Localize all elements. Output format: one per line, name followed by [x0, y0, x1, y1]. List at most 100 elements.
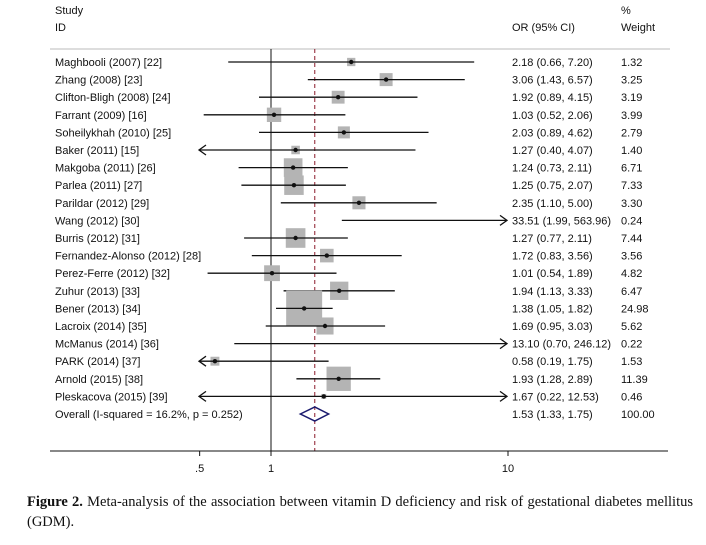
point-estimate — [269, 271, 275, 276]
study-label: Clifton-Bligh (2008) [24] — [55, 92, 171, 104]
arrow-right-icon — [499, 390, 509, 402]
or-ci-value: 33.51 (1.99, 563.96) — [512, 215, 611, 227]
study-row: PARK (2014) [37] 0.58 (0.19, 1.75) 1.53 — [55, 355, 642, 368]
study-label: Fernandez-Alonso (2012) [28] — [55, 251, 201, 263]
or-ci-value: 1.93 (1.28, 2.89) — [512, 374, 593, 386]
study-row: Fernandez-Alonso (2012) [28] 1.72 (0.83, … — [55, 248, 642, 263]
x-tick-label: 1 — [268, 463, 274, 475]
study-label: Zhang (2008) [23] — [55, 75, 142, 87]
study-label: Bener (2013) [34] — [55, 303, 141, 315]
study-row: Baker (2011) [15] 1.27 (0.40, 4.07) 1.40 — [55, 144, 642, 157]
study-row: Clifton-Bligh (2008) [24] 1.92 (0.89, 4.1… — [55, 90, 642, 104]
study-row: Zhang (2008) [23] 3.06 (1.43, 6.57) 3.25 — [55, 73, 642, 87]
or-ci-value: 1.69 (0.95, 3.03) — [512, 321, 593, 333]
weight-value: 3.25 — [621, 75, 642, 87]
point-estimate — [335, 95, 341, 100]
point-estimate — [212, 359, 218, 364]
study-label: Burris (2012) [31] — [55, 233, 140, 245]
or-ci-value: 1.24 (0.73, 2.11) — [512, 163, 592, 175]
point-estimate — [290, 165, 296, 170]
or-ci-value: 1.25 (0.75, 2.07) — [512, 180, 593, 192]
point-estimate — [337, 288, 342, 293]
study-row: Lacroix (2014) [35] 1.69 (0.95, 3.03) 5.62 — [55, 317, 642, 335]
x-tick-label: .5 — [195, 463, 204, 475]
weight-value: 6.71 — [621, 163, 642, 175]
study-label: Pleskacova (2015) [39] — [55, 391, 168, 403]
arrow-right-icon — [499, 214, 509, 226]
weight-value: 1.53 — [621, 356, 642, 368]
or-ci-value: 1.94 (1.13, 3.33) — [512, 286, 593, 298]
header-weight: Weight — [621, 22, 655, 34]
or-ci-value: 1.72 (0.83, 3.56) — [512, 251, 593, 263]
point-estimate — [383, 77, 389, 82]
weight-value: 3.56 — [621, 251, 642, 263]
weight-value: 1.32 — [621, 57, 642, 69]
study-label: Zuhur (2013) [33] — [55, 286, 140, 298]
caption-text: Meta-analysis of the association between… — [27, 494, 693, 530]
weight-value: 24.98 — [621, 303, 649, 315]
weight-value: 0.46 — [621, 391, 642, 403]
study-label: Soheilykhah (2010) [25] — [55, 127, 171, 139]
study-row: Makgoba (2011) [26] 1.24 (0.73, 2.11) 6.71 — [55, 158, 642, 177]
or-ci-value: 0.58 (0.19, 1.75) — [512, 356, 593, 368]
point-estimate — [341, 130, 347, 135]
or-ci-value: 13.10 (0.70, 246.12) — [512, 339, 611, 351]
or-ci-value: 1.38 (1.05, 1.82) — [512, 303, 593, 315]
weight-value: 0.24 — [621, 215, 642, 227]
point-estimate — [291, 183, 297, 188]
header-study: Study — [55, 5, 84, 17]
point-estimate — [349, 59, 354, 65]
study-label: Parildar (2012) [29] — [55, 198, 149, 210]
arrow-left-icon — [197, 144, 207, 156]
point-estimate — [301, 306, 307, 311]
header-or: OR (95% CI) — [512, 22, 575, 34]
study-row: Parildar (2012) [29] 2.35 (1.10, 5.00) 3.3… — [55, 196, 642, 210]
header-id: ID — [55, 22, 66, 34]
study-label: Parlea (2011) [27] — [55, 180, 142, 192]
weight-value: 2.79 — [621, 127, 642, 139]
weight-value: 4.82 — [621, 268, 642, 280]
or-ci-value: 1.27 (0.40, 4.07) — [512, 145, 593, 157]
header-weight-pct: % — [621, 5, 631, 17]
weight-value: 0.22 — [621, 339, 642, 351]
study-label: McManus (2014) [36] — [55, 339, 159, 351]
point-estimate — [322, 323, 328, 329]
weight-value: 3.99 — [621, 110, 642, 122]
or-ci-value: 2.18 (0.66, 7.20) — [512, 57, 593, 69]
arrow-left-icon — [197, 390, 207, 402]
weight-value: 3.19 — [621, 92, 642, 104]
weight-value: 7.33 — [621, 180, 642, 192]
point-estimate — [336, 376, 341, 381]
point-estimate — [271, 112, 277, 118]
study-row: Arnold (2015) [38] 1.93 (1.28, 2.89) 11.39 — [55, 366, 648, 391]
or-ci-value: 1.67 (0.22, 12.53) — [512, 391, 599, 403]
overall-diamond — [298, 406, 331, 422]
study-label: Perez-Ferre (2012) [32] — [55, 268, 170, 280]
study-row: Perez-Ferre (2012) [32] 1.01 (0.54, 1.89)… — [55, 265, 642, 282]
study-label: Wang (2012) [30] — [55, 215, 140, 227]
overall-row: Overall (I-squared = 16.2%, p = 0.252) 1.… — [55, 406, 655, 422]
point-estimate — [293, 147, 298, 153]
or-ci-value: 1.03 (0.52, 2.06) — [512, 110, 593, 122]
weight-value: 1.40 — [621, 145, 642, 157]
weight-value: 6.47 — [621, 286, 642, 298]
weight-value: 11.39 — [621, 374, 648, 386]
or-ci-value: 2.35 (1.10, 5.00) — [512, 198, 593, 210]
point-estimate — [356, 200, 362, 205]
study-label: Farrant (2009) [16] — [55, 110, 147, 122]
weight-value: 7.44 — [621, 233, 642, 245]
study-row: Bener (2013) [34] 1.38 (1.05, 1.82) 24.98 — [55, 290, 649, 327]
overall-or-ci-value: 1.53 (1.33, 1.75) — [512, 409, 593, 421]
study-row: Maghbooli (2007) [22] 2.18 (0.66, 7.20) 1.… — [55, 57, 642, 69]
study-label: Lacroix (2014) [35] — [55, 321, 147, 333]
or-ci-value: 1.92 (0.89, 4.15) — [512, 92, 593, 104]
point-estimate — [321, 394, 326, 399]
weight-value: 5.62 — [621, 321, 642, 333]
study-row: Soheilykhah (2010) [25] 2.03 (0.89, 4.62)… — [55, 126, 642, 139]
study-row: McManus (2014) [36] 13.10 (0.70, 246.12) 0… — [55, 338, 642, 351]
study-row: Burris (2012) [31] 1.27 (0.77, 2.11) 7.44 — [55, 228, 642, 248]
or-ci-value: 2.03 (0.89, 4.62) — [512, 127, 593, 139]
x-tick-label: 10 — [502, 463, 514, 475]
study-row: Farrant (2009) [16] 1.03 (0.52, 2.06) 3.99 — [55, 107, 642, 122]
figure-caption: Figure 2. Meta-analysis of the associati… — [27, 492, 693, 532]
